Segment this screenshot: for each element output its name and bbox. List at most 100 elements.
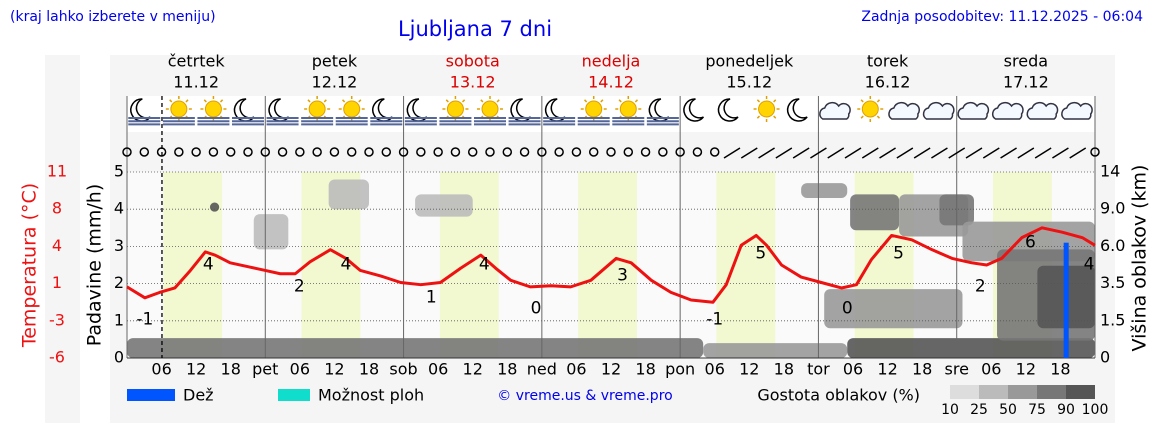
day-date: 11.12	[173, 73, 219, 92]
weather-icon	[888, 102, 920, 120]
x-tick-label: 18	[774, 360, 794, 379]
legend-label: Možnost ploh	[318, 386, 424, 405]
weather-icon	[266, 98, 299, 126]
cloud-legend-tick: 75	[1028, 402, 1046, 418]
x-tick-label: 12	[186, 360, 206, 379]
wind-calm	[658, 147, 668, 157]
wind-barb	[723, 147, 741, 159]
sun	[861, 100, 879, 118]
wind-barb	[1000, 147, 1017, 159]
temperature-tick-label: -6	[49, 348, 65, 367]
sun-ray	[219, 99, 224, 103]
weather-icon	[197, 96, 230, 126]
cloud-legend-tick: 10	[941, 402, 959, 418]
temperature-label: -1	[136, 309, 153, 329]
wind-calm	[156, 147, 167, 157]
sun-ray	[583, 99, 588, 103]
sun	[619, 100, 637, 118]
moon	[372, 98, 393, 122]
sun	[481, 100, 499, 118]
wind-barb	[844, 147, 862, 159]
x-tick-label: 06	[290, 360, 310, 379]
wind-calm	[122, 147, 132, 157]
temperature-label: 4	[1084, 255, 1095, 275]
weather-icon	[1026, 102, 1059, 120]
x-tick-label: 06	[566, 360, 586, 379]
wind-calm	[485, 147, 495, 157]
y-tick-label: 0	[114, 348, 124, 367]
weather-icon	[1061, 102, 1093, 120]
temperature-label: 4	[203, 255, 214, 275]
wind-calm	[433, 147, 443, 157]
cloud	[957, 102, 990, 120]
cloud-legend-box	[1037, 385, 1066, 399]
cloud-legend-tick: 25	[970, 402, 988, 418]
x-tick-label: sre	[945, 360, 969, 379]
cloud-cell	[328, 179, 369, 210]
sun-ray	[307, 99, 311, 103]
wind-barb	[1034, 147, 1052, 159]
wind-calm	[675, 147, 685, 157]
daylight-band	[163, 172, 223, 358]
y-tick-label: 3	[114, 236, 124, 255]
temperature-label: 2	[294, 276, 305, 296]
weather-icon	[857, 96, 884, 122]
day-name: torek	[867, 52, 909, 71]
y-tick-label: 5	[114, 162, 124, 181]
sun-ray	[618, 99, 622, 103]
cloud-legend-tick: 100	[1082, 402, 1109, 418]
daylight-band	[716, 172, 776, 358]
cloud-cell	[847, 338, 1095, 358]
temperature-label: 3	[617, 266, 628, 286]
weather-icon	[439, 96, 472, 126]
cloud-legend-title: Gostota oblakov (%)	[757, 386, 920, 405]
y-tick-label: 2	[114, 273, 124, 292]
wind-calm	[191, 147, 201, 157]
wind-calm	[260, 147, 271, 157]
x-tick-label: 18	[221, 360, 241, 379]
precipitation-bar	[1063, 242, 1069, 358]
day-name: nedelja	[582, 52, 641, 71]
wind-calm	[467, 147, 478, 157]
cloud-tick-label: 1.5	[1100, 310, 1125, 329]
sun-ray	[358, 99, 362, 103]
day-name: petek	[312, 52, 358, 71]
wind-calm	[623, 147, 634, 157]
moon	[406, 98, 428, 122]
wind-calm	[1090, 147, 1100, 157]
wind-calm	[329, 147, 340, 157]
wind-calm	[243, 147, 253, 157]
cloud-axis-title: Višina oblakov (km)	[1129, 165, 1151, 352]
sun-ray	[756, 99, 761, 103]
temperature-tick-label: 1	[52, 273, 62, 292]
day-date: 15.12	[726, 73, 772, 92]
temperature-label: 4	[479, 255, 490, 275]
moon	[648, 98, 670, 122]
wind-calm	[537, 147, 547, 157]
weather-icon	[683, 98, 705, 122]
x-tick-label: 12	[739, 360, 759, 379]
cloud-tick-label: 14	[1100, 162, 1120, 181]
weather-icon	[543, 98, 576, 126]
sun-ray	[876, 115, 881, 119]
wind-calm	[277, 147, 288, 157]
x-tick-label: 12	[463, 360, 483, 379]
temperature-axis-title: Temperatura (°C)	[19, 183, 41, 348]
wind-barb	[931, 147, 948, 159]
x-tick-label: tor	[807, 360, 830, 379]
temperature-tick-label: 11	[47, 162, 67, 181]
sun	[308, 100, 326, 118]
sun	[758, 100, 776, 118]
cloud-tick-label: 6.0	[1100, 236, 1125, 255]
wind-barb	[810, 147, 827, 159]
temperature-line	[126, 226, 1096, 304]
x-tick-label: 12	[324, 360, 344, 379]
day-name: ponedeljek	[705, 52, 794, 71]
cloud-cell	[127, 338, 704, 358]
weather-icon	[335, 96, 368, 126]
x-tick-label: ned	[527, 360, 557, 379]
cloud-tick-label: 9.0	[1100, 199, 1125, 218]
sun-ray	[323, 99, 327, 103]
wind-barb	[740, 147, 758, 159]
